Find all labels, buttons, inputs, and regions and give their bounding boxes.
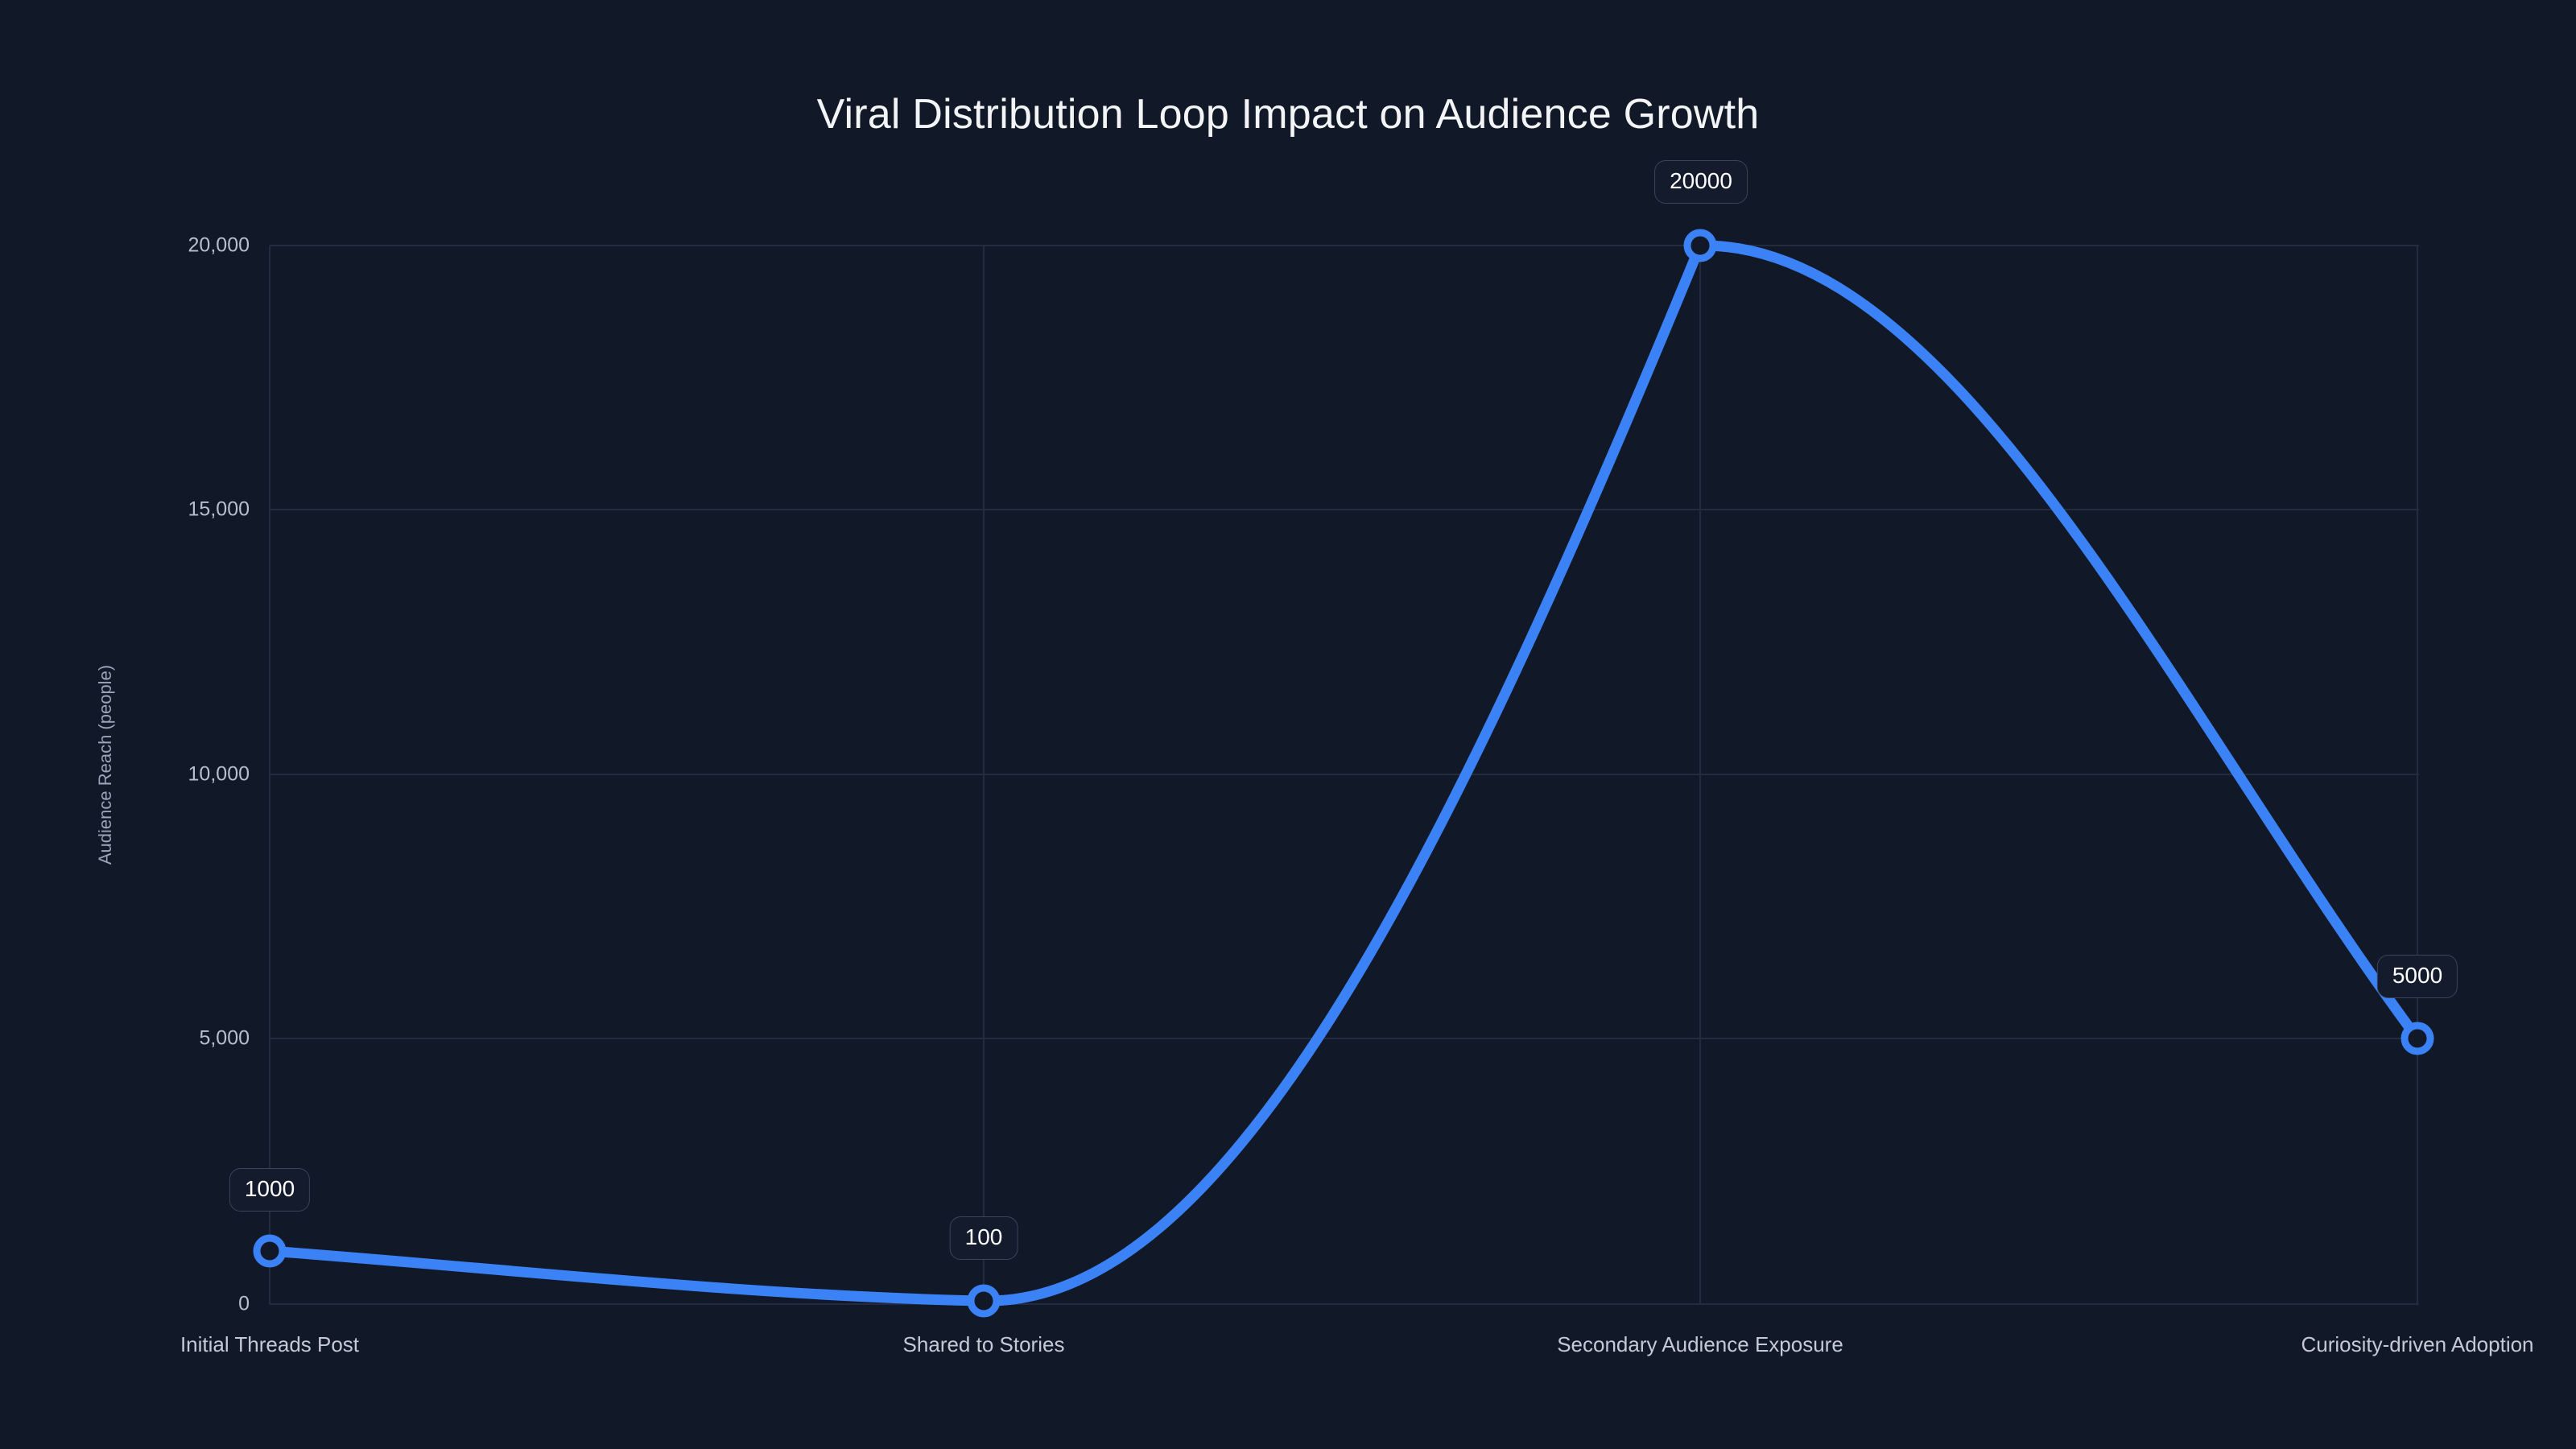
y-tick-15000: 15,000 — [188, 497, 250, 521]
y-axis-ticks: 20,000 15,000 10,000 5,000 0 — [145, 0, 250, 1449]
horizontal-gridlines — [270, 245, 2419, 1305]
series-markers — [253, 229, 2434, 1318]
data-label-0: 1000 — [229, 1168, 311, 1212]
y-tick-0: 0 — [238, 1292, 250, 1315]
y-tick-5000: 5,000 — [199, 1026, 250, 1050]
data-label-1: 100 — [949, 1216, 1018, 1260]
chart-title: Viral Distribution Loop Impact on Audien… — [816, 91, 1760, 138]
y-tick-20000: 20,000 — [188, 233, 250, 257]
x-tick-secondary-audience-exposure: Secondary Audience Exposure — [1557, 1332, 1843, 1356]
data-label-3: 5000 — [2376, 955, 2458, 998]
data-label-2: 20000 — [1654, 160, 1748, 204]
x-tick-shared-to-stories: Shared to Stories — [902, 1332, 1065, 1356]
vertical-gridlines — [269, 246, 2418, 1304]
series-line-audience-reach — [264, 240, 2423, 1307]
y-tick-10000: 10,000 — [188, 762, 250, 786]
x-tick-curiosity-driven-adoption: Curiosity-driven Adoption — [2301, 1332, 2534, 1356]
x-tick-initial-threads-post: Initial Threads Post — [180, 1332, 360, 1356]
